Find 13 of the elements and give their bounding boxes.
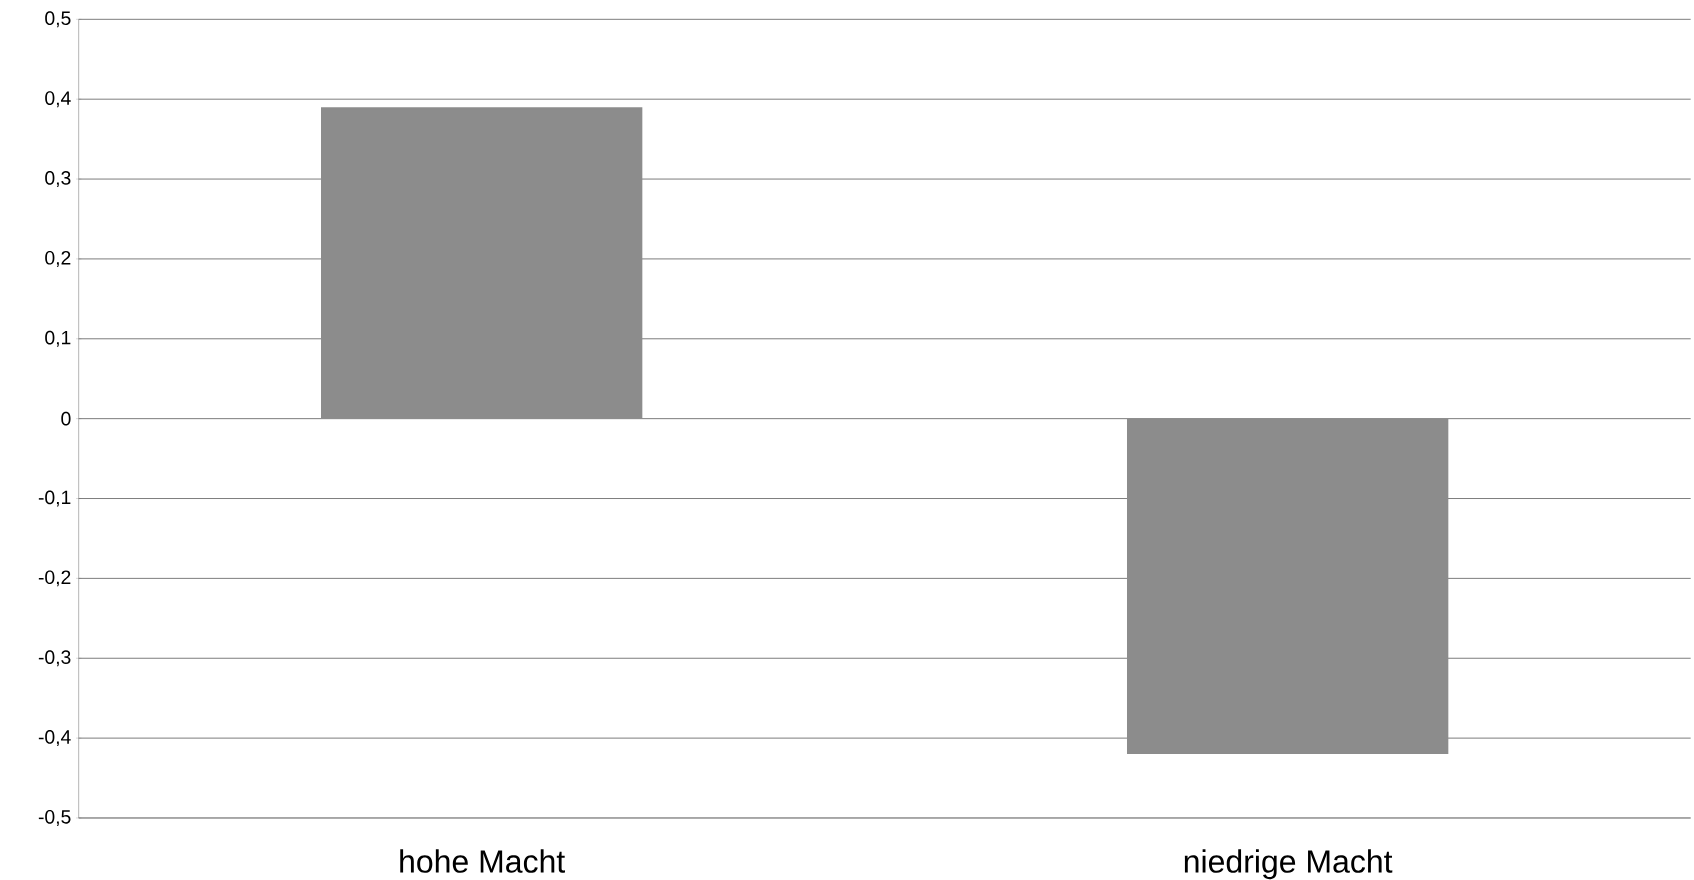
y-tick-label: 0,1 [45, 330, 71, 347]
y-tick-label: -0,1 [38, 490, 71, 507]
y-tick-label: -0,4 [38, 730, 71, 747]
y-tick-label: -0,2 [38, 570, 71, 587]
y-tick-label: 0,3 [45, 171, 71, 188]
y-tick-label: -0,3 [38, 650, 71, 667]
y-tick-label: 0 [61, 411, 71, 426]
y-tick-label: -0,5 [38, 809, 71, 826]
y-tick-label: 0,5 [45, 11, 71, 28]
y-tick-label: 0,2 [45, 250, 71, 267]
x-tick-label: hohe Macht [400, 849, 565, 873]
y-tick-label: 0,4 [45, 91, 71, 108]
x-tick-label: niedrige Macht [1184, 849, 1393, 880]
